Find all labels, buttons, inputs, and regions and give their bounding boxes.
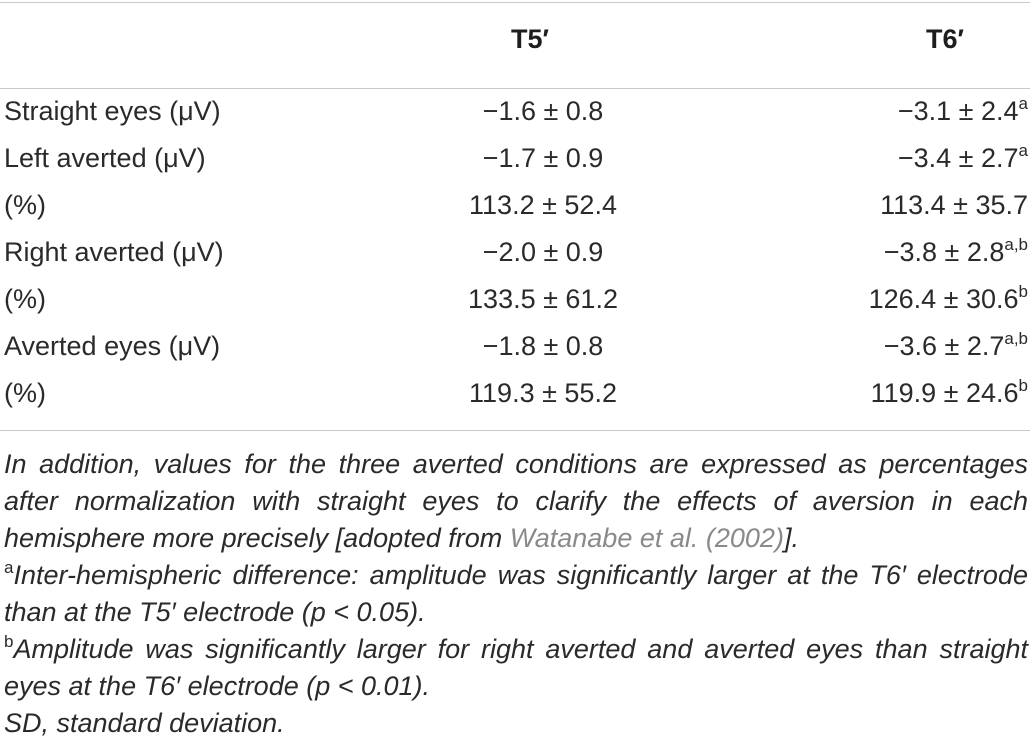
row-label: (%) [4,284,46,314]
t6-cell: −3.6 ± 2.7a,b [883,329,1028,362]
t6-cell: −3.4 ± 2.7a [897,141,1028,174]
row-label: Averted eyes (μV) [4,331,221,361]
footnote-b-text: Amplitude was significantly larger for r… [4,634,1028,701]
t5-value: 133.5 ± 61.2 [468,284,618,314]
table-row: Left averted (μV) −1.7 ± 0.9 −3.4 ± 2.7a [0,141,1030,190]
table-row: (%) 113.2 ± 52.4 113.4 ± 35.7 [0,190,1030,237]
t6-cell: 126.4 ± 30.6b [868,282,1028,315]
footnote-marker: a,b [1004,329,1028,348]
t6-cell: −3.1 ± 2.4a [897,94,1028,127]
footnote-marker: a,b [1004,235,1028,254]
footnote-marker: b [1018,376,1028,395]
t6-value: −3.8 ± 2.8 [883,237,1005,267]
t6-value: 119.9 ± 24.6 [870,378,1019,408]
table-row: (%) 133.5 ± 61.2 126.4 ± 30.6b [0,282,1030,331]
column-header-t6: T6′ [926,24,964,54]
t5-value: −1.8 ± 0.8 [482,331,604,361]
footnote-marker: a [1018,141,1028,160]
row-label: Left averted (μV) [4,143,206,173]
reference-link[interactable]: Watanabe et al. (2002) [509,523,784,553]
t5-value: 113.2 ± 52.4 [469,190,617,220]
row-label: Straight eyes (μV) [4,96,221,126]
table-top-rule [0,2,1030,3]
table-header-rule [0,88,1030,89]
table-footnotes: In addition, values for the three averte… [4,446,1028,742]
row-label: (%) [4,190,46,220]
footnote-intro: In addition, values for the three averte… [4,446,1028,557]
table-row: (%) 119.3 ± 55.2 119.9 ± 24.6b [0,376,1030,425]
t5-value: 119.3 ± 55.2 [469,378,617,408]
table-row: Right averted (μV) −2.0 ± 0.9 −3.8 ± 2.8… [0,235,1030,284]
t6-cell: −3.8 ± 2.8a,b [883,235,1028,268]
table-row: Averted eyes (μV) −1.8 ± 0.8 −3.6 ± 2.7a… [0,329,1030,378]
footnote-b: bAmplitude was significantly larger for … [4,631,1028,705]
table-row: Straight eyes (μV) −1.6 ± 0.8 −3.1 ± 2.4… [0,94,1030,143]
footnote-a: aInter-hemispheric difference: amplitude… [4,557,1028,631]
t6-value: 113.4 ± 35.7 [880,190,1028,220]
table-bottom-rule [0,430,1030,431]
footnote-intro-end: ]. [783,523,799,553]
t6-value: −3.1 ± 2.4 [897,96,1019,126]
t6-value: −3.4 ± 2.7 [897,143,1019,173]
t5-value: −1.6 ± 0.8 [482,96,604,126]
column-header-t5: T5′ [511,24,549,54]
t6-value: 126.4 ± 30.6 [868,284,1019,314]
t5-value: −2.0 ± 0.9 [482,237,604,267]
row-label: (%) [4,378,46,408]
row-label: Right averted (μV) [4,237,224,267]
footnote-sd: SD, standard deviation. [4,708,285,738]
footnote-a-marker: a [4,558,14,577]
t6-cell: 113.4 ± 35.7 [880,190,1028,221]
t6-value: −3.6 ± 2.7 [883,331,1005,361]
footnote-marker: b [1018,282,1028,301]
t6-cell: 119.9 ± 24.6b [870,376,1028,409]
footnote-a-text: Inter-hemispheric difference: amplitude … [4,560,1028,627]
t5-value: −1.7 ± 0.9 [482,143,604,173]
footnote-marker: a [1018,94,1028,113]
footnote-intro-text: In addition, values for the three averte… [4,449,1028,553]
footnote-b-marker: b [4,632,14,651]
